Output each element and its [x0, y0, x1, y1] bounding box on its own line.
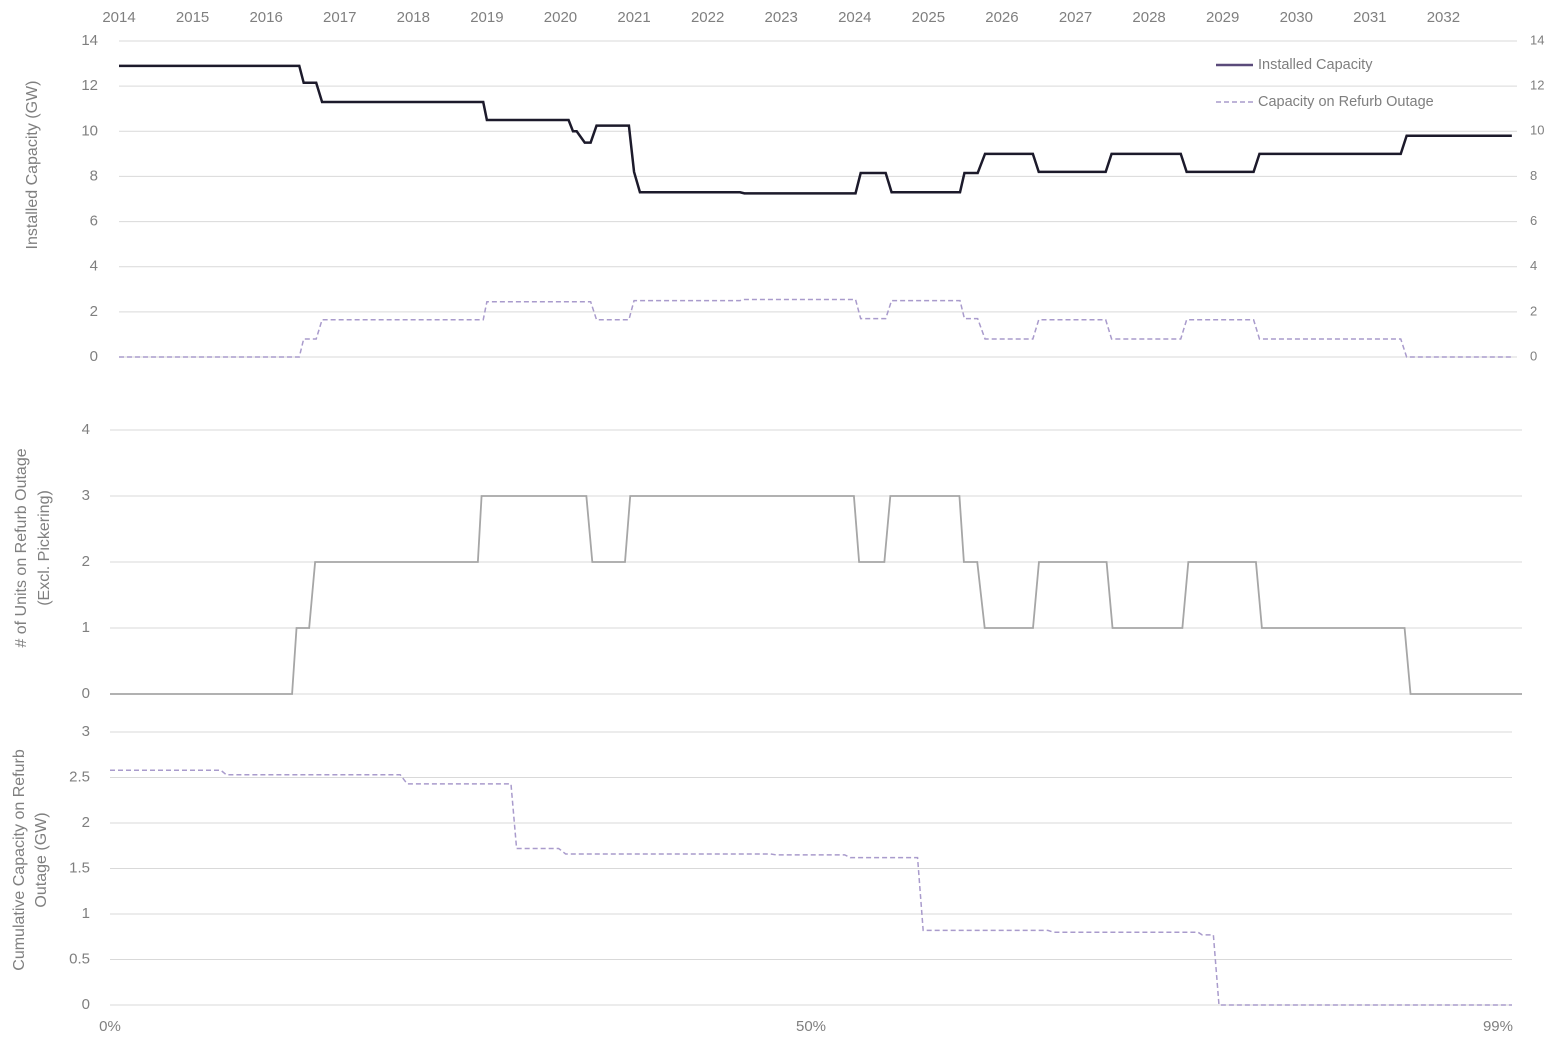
y-axis-title: # of Units on Refurb Outage — [13, 448, 30, 647]
y-tick-label: 0 — [82, 996, 90, 1013]
x-tick-label: 2022 — [691, 9, 724, 26]
y-tick-label: 1 — [82, 905, 90, 922]
x-tick-label: 2030 — [1280, 9, 1313, 26]
x-tick-label: 50% — [796, 1018, 826, 1035]
x-tick-label: 2027 — [1059, 9, 1092, 26]
y-tick-label: 3 — [82, 487, 90, 504]
x-tick-label: 2024 — [838, 9, 871, 26]
x-tick-label: 2019 — [470, 9, 503, 26]
y-tick-label: 0.5 — [69, 950, 90, 967]
x-tick-label: 0% — [99, 1018, 121, 1035]
y-tick-label: 2 — [82, 814, 90, 831]
legend-label: Capacity on Refurb Outage — [1258, 94, 1434, 110]
y2-tick-label: 0 — [1530, 348, 1537, 363]
x-tick-label: 2020 — [544, 9, 577, 26]
x-tick-label: 2021 — [617, 9, 650, 26]
series-line — [110, 769, 1512, 1006]
y-tick-label: 2.5 — [69, 768, 90, 785]
y-tick-label: 2 — [90, 303, 98, 320]
y2-tick-label: 12 — [1530, 78, 1544, 93]
x-tick-label: 2029 — [1206, 9, 1239, 26]
x-tick-label: 2016 — [249, 9, 282, 26]
y-tick-label: 14 — [81, 32, 98, 49]
y-tick-label: 0 — [90, 348, 98, 365]
y-tick-label: 2 — [82, 553, 90, 570]
y-axis-title: Installed Capacity (GW) — [24, 81, 41, 250]
series-line — [119, 298, 1512, 358]
y2-tick-label: 6 — [1530, 213, 1537, 228]
series-line — [110, 495, 1522, 695]
x-tick-label: 99% — [1483, 1018, 1513, 1035]
y-tick-label: 4 — [82, 421, 90, 438]
y-axis-title: Outage (GW) — [33, 812, 50, 907]
y-tick-label: 4 — [90, 258, 98, 275]
series-line — [119, 64, 1512, 195]
y-axis-title: Cumulative Capacity on Refurb — [11, 749, 28, 971]
y-tick-label: 8 — [90, 167, 98, 184]
x-tick-label: 2023 — [765, 9, 798, 26]
y-tick-label: 1.5 — [69, 859, 90, 876]
y-tick-label: 0 — [82, 685, 90, 702]
x-tick-label: 2018 — [397, 9, 430, 26]
y2-tick-label: 8 — [1530, 168, 1537, 183]
y-axis-title: (Excl. Pickering) — [36, 490, 53, 606]
x-tick-label: 2026 — [985, 9, 1018, 26]
y2-tick-label: 10 — [1530, 123, 1544, 138]
y2-tick-label: 14 — [1530, 32, 1544, 47]
y-tick-label: 6 — [90, 213, 98, 230]
y-tick-label: 1 — [82, 619, 90, 636]
legend-label: Installed Capacity — [1258, 57, 1373, 73]
x-tick-label: 2031 — [1353, 9, 1386, 26]
y-tick-label: 12 — [81, 77, 98, 94]
x-tick-label: 2017 — [323, 9, 356, 26]
x-tick-label: 2014 — [102, 9, 135, 26]
x-tick-label: 2028 — [1132, 9, 1165, 26]
y2-tick-label: 4 — [1530, 258, 1537, 273]
x-tick-label: 2025 — [912, 9, 945, 26]
x-tick-label: 2015 — [176, 9, 209, 26]
y-tick-label: 10 — [81, 122, 98, 139]
y-tick-label: 3 — [82, 723, 90, 740]
y2-tick-label: 2 — [1530, 303, 1537, 318]
x-tick-label: 2032 — [1427, 9, 1460, 26]
